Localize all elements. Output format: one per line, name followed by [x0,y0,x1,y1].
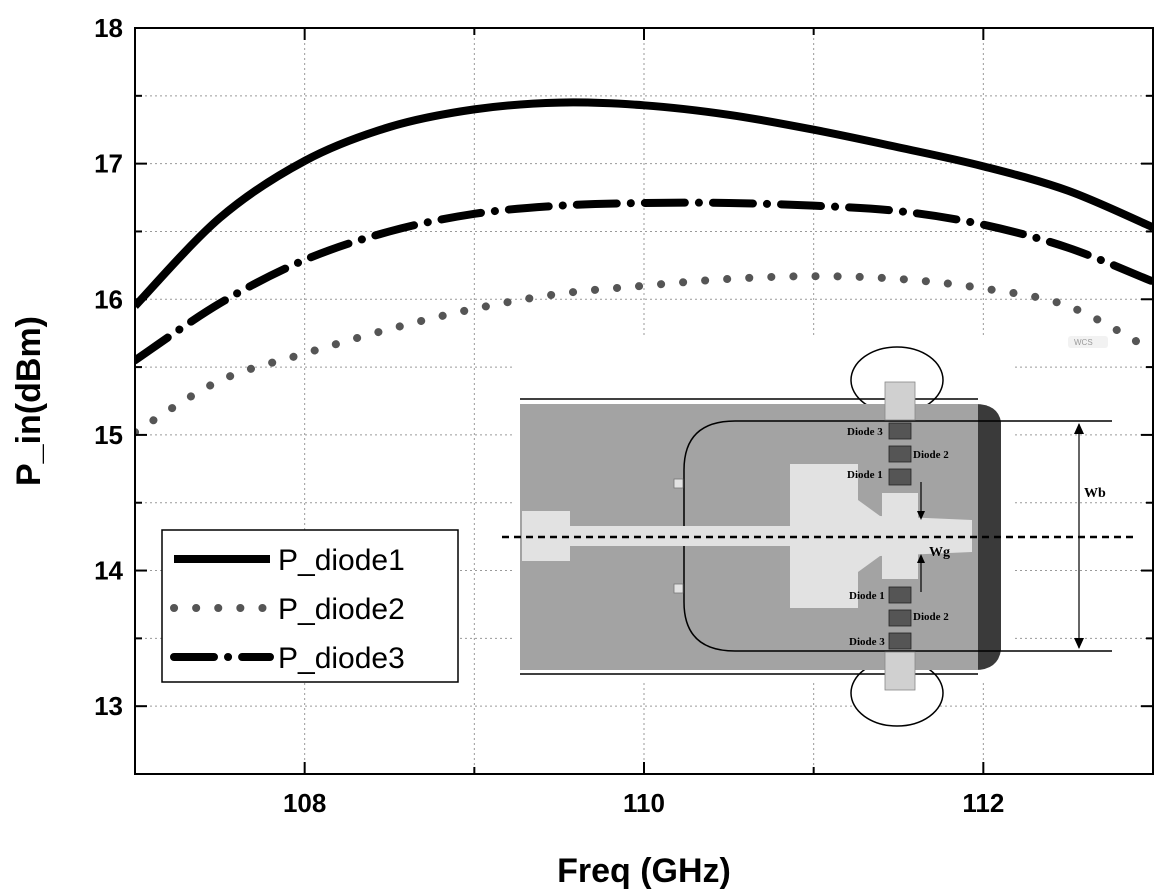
diode-label-bottom-1: Diode 1 [849,590,885,602]
legend-label-P_diode3: P_diode3 [278,642,405,675]
watermark-badge: WCS [1068,336,1108,348]
legend-label-P_diode1: P_diode1 [278,544,405,577]
dimension-wb: Wb [1084,486,1106,501]
x-tick-label: 110 [623,788,665,818]
diode-label-top-1: Diode 1 [847,469,883,481]
y-tick-label: 16 [94,284,123,314]
dimension-wg: Wg [929,545,950,560]
inset-layout-figure: Diode 3 Diode 2 Diode 1 Diode 1 Diode 2 … [502,338,1134,727]
y-tick-label: 14 [94,556,123,586]
axes: 108 110 112 13 14 15 16 17 18 [94,13,1154,818]
x-axis-title: Freq (GHz) [557,852,731,890]
legend-label-P_diode2: P_diode2 [278,593,405,626]
x-tick-label: 108 [283,788,326,818]
y-tick-label: 15 [94,420,123,450]
y-axis-title: P_in(dBm) [10,316,48,486]
series-layer [135,98,1153,437]
series-line-P_diode3 [135,198,1153,365]
diode-label-top-2: Diode 2 [913,449,949,461]
y-tick-label: 13 [94,691,123,721]
feed-line [570,526,790,546]
y-tick-label: 18 [94,13,123,43]
diode-label-bottom-2: Diode 2 [913,611,949,623]
y-tick-label: 17 [94,149,123,179]
watermark-text: WCS [1074,338,1093,347]
series-line-P_diode1 [135,98,1153,309]
diode-label-bottom-3: Diode 3 [849,636,885,648]
x-tick-label: 112 [962,788,1004,818]
legend: P_diode1 P_diode2 P_diode3 [161,529,459,683]
diode-label-top-3: Diode 3 [847,426,883,438]
